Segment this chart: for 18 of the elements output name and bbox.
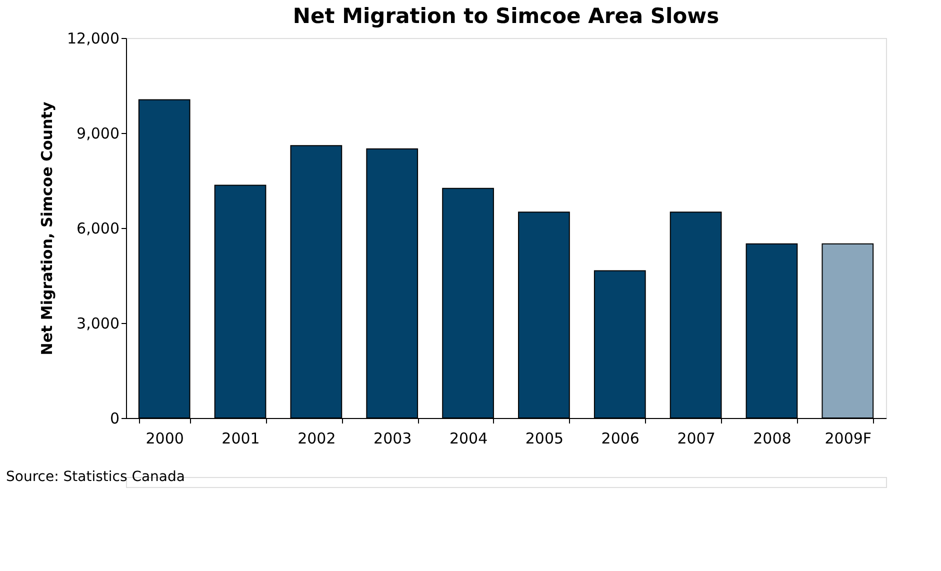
x-tick-label: 2002 [298,430,336,448]
y-tick-label: 9,000 [76,124,120,142]
x-tick-label: 2008 [753,430,792,448]
source-note: Source: Statistics Canada [6,469,185,485]
x-tick-label: 2005 [525,430,564,448]
chart-title: Net Migration to Simcoe Area Slows [292,4,720,28]
y-tick-label: 0 [110,410,120,428]
x-tick-label: 2000 [146,430,184,448]
x-tick-label: 2009F [824,430,872,448]
x-tick-label: 2001 [222,430,260,448]
x-tick-label: 2007 [677,430,716,448]
y-tick-label: 6,000 [76,220,120,238]
x-tick-label: 2003 [374,430,412,448]
y-axis-title: Net Migration, Simcoe County [38,102,56,356]
y-tick-label: 12,000 [67,30,120,48]
y-tick-label: 3,000 [76,314,120,332]
x-tick-label: 2004 [449,430,488,448]
x-tick-label: 2006 [601,430,640,448]
